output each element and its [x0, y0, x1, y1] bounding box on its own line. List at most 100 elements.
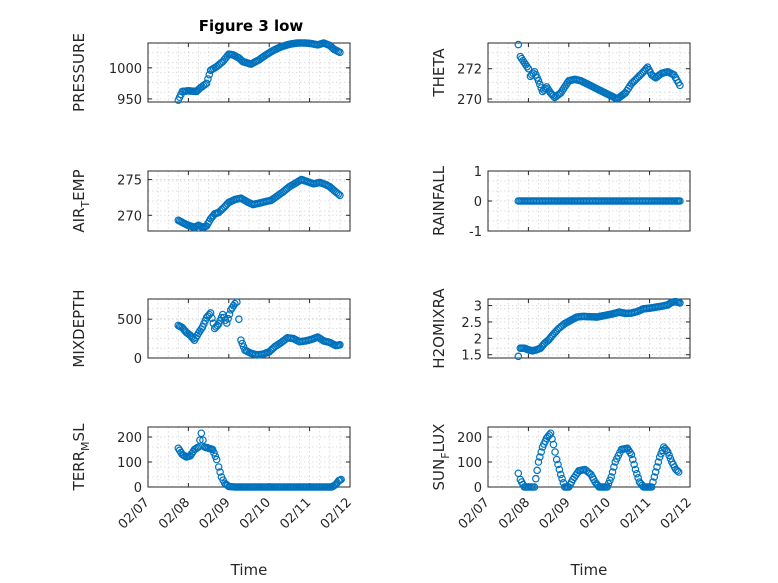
data-point	[630, 460, 638, 469]
data-point	[554, 460, 562, 469]
data-point	[530, 483, 539, 491]
data-point	[607, 473, 616, 481]
data-point	[222, 319, 231, 327]
y-tick-label: 270	[117, 209, 142, 224]
y-tick-label: 275	[117, 174, 142, 189]
y-axis-label: MIXDEPTH	[70, 289, 88, 367]
data-point	[534, 458, 543, 466]
subplot-6: 1.5 22.53 H2OMIXRA	[430, 288, 691, 369]
data-point	[604, 479, 613, 488]
y-tick-label: 0	[474, 195, 482, 210]
axes-frame	[487, 298, 691, 359]
data-point	[196, 436, 204, 444]
data-point	[334, 190, 343, 198]
data-point	[224, 314, 232, 323]
data-point	[225, 310, 234, 319]
data-point	[558, 474, 566, 483]
data-point	[210, 449, 218, 457]
data-point	[552, 455, 561, 464]
axes-frame	[487, 42, 691, 103]
data-point	[537, 448, 545, 456]
data-point	[647, 483, 656, 491]
data-point	[665, 451, 673, 460]
data-point	[555, 465, 564, 474]
data-point	[532, 474, 540, 483]
data-point	[216, 468, 224, 476]
data-point	[233, 298, 241, 306]
data-point	[663, 448, 672, 456]
subplot-2: 270 272 THETA	[430, 40, 691, 108]
subplot-1: 950 1000 PRESSURE	[70, 33, 351, 112]
y-axis-label: PRESSURE	[70, 33, 88, 112]
data-point	[556, 470, 565, 479]
axes-frame	[487, 426, 691, 488]
y-tick-label: 200	[117, 431, 142, 446]
data-point	[549, 440, 558, 449]
y-tick-label: 0	[134, 481, 142, 496]
y-tick-label: 3	[474, 300, 482, 315]
y-tick-label: 2.5	[461, 316, 482, 331]
subplot-3: 270 275 AIRTEMP	[70, 169, 351, 233]
data-point	[336, 48, 344, 57]
data-point	[514, 352, 523, 361]
y-tick-label: 500	[117, 313, 142, 328]
y-tick-label: 0	[474, 481, 482, 496]
y-tick-label: 272	[457, 63, 482, 78]
data-point	[197, 429, 206, 438]
data-point	[551, 448, 559, 456]
y-tick-label: 950	[117, 93, 142, 108]
axes-frame	[147, 298, 351, 359]
y-axis-label: THETA	[430, 48, 448, 98]
data-point	[204, 75, 212, 83]
data-point	[337, 475, 345, 484]
axes-frame	[147, 42, 351, 103]
y-axis-label: SUNFLUX	[430, 424, 452, 491]
y-tick-label: 100	[117, 456, 142, 471]
data-point	[676, 197, 684, 205]
y-tick-label: -1	[469, 225, 482, 240]
data-point	[627, 450, 636, 459]
data-point	[628, 455, 637, 464]
data-point	[208, 445, 217, 454]
y-axis-label: RAINFALL	[430, 165, 448, 236]
data-point	[654, 458, 663, 466]
y-axis-label: H2OMIXRA	[430, 288, 448, 369]
data-point	[523, 62, 531, 71]
y-tick-label: 1000	[109, 62, 142, 77]
y-tick-label: 100	[457, 456, 482, 471]
subplot-5: 0 500 MIXDEPTH	[70, 289, 351, 368]
data-point	[673, 466, 682, 475]
y-tick-label: 0	[134, 352, 142, 367]
data-point	[603, 483, 611, 491]
data-point	[606, 476, 614, 485]
y-tick-label: 200	[457, 431, 482, 446]
data-point	[536, 80, 544, 89]
data-point	[211, 452, 220, 460]
data-point	[653, 463, 661, 471]
figure-title: Figure 3 low	[199, 17, 304, 35]
x-axis-label: Time	[570, 561, 608, 579]
data-point	[235, 315, 243, 323]
y-tick-label: 1	[474, 165, 482, 180]
data-point	[651, 468, 660, 476]
data-point	[650, 473, 659, 481]
data-point	[208, 314, 216, 322]
y-axis-label: TERRMSL	[70, 423, 92, 492]
data-point	[524, 64, 533, 73]
subplot-4: -1 0 1 RAINFALL	[430, 165, 691, 240]
data-point	[608, 468, 617, 476]
axes-frame	[147, 170, 351, 232]
data-point	[212, 455, 221, 464]
data-point	[536, 453, 544, 461]
data-point	[238, 339, 247, 348]
data-point	[657, 449, 665, 458]
y-tick-label: 270	[457, 93, 482, 108]
y-axis-label: AIRTEMP	[70, 169, 92, 232]
data-point	[533, 466, 541, 475]
data-point	[633, 469, 641, 478]
data-point	[676, 299, 684, 307]
y-tick-label: 2	[474, 332, 482, 347]
data-point	[534, 77, 543, 85]
x-axis-label: Time	[230, 561, 268, 579]
